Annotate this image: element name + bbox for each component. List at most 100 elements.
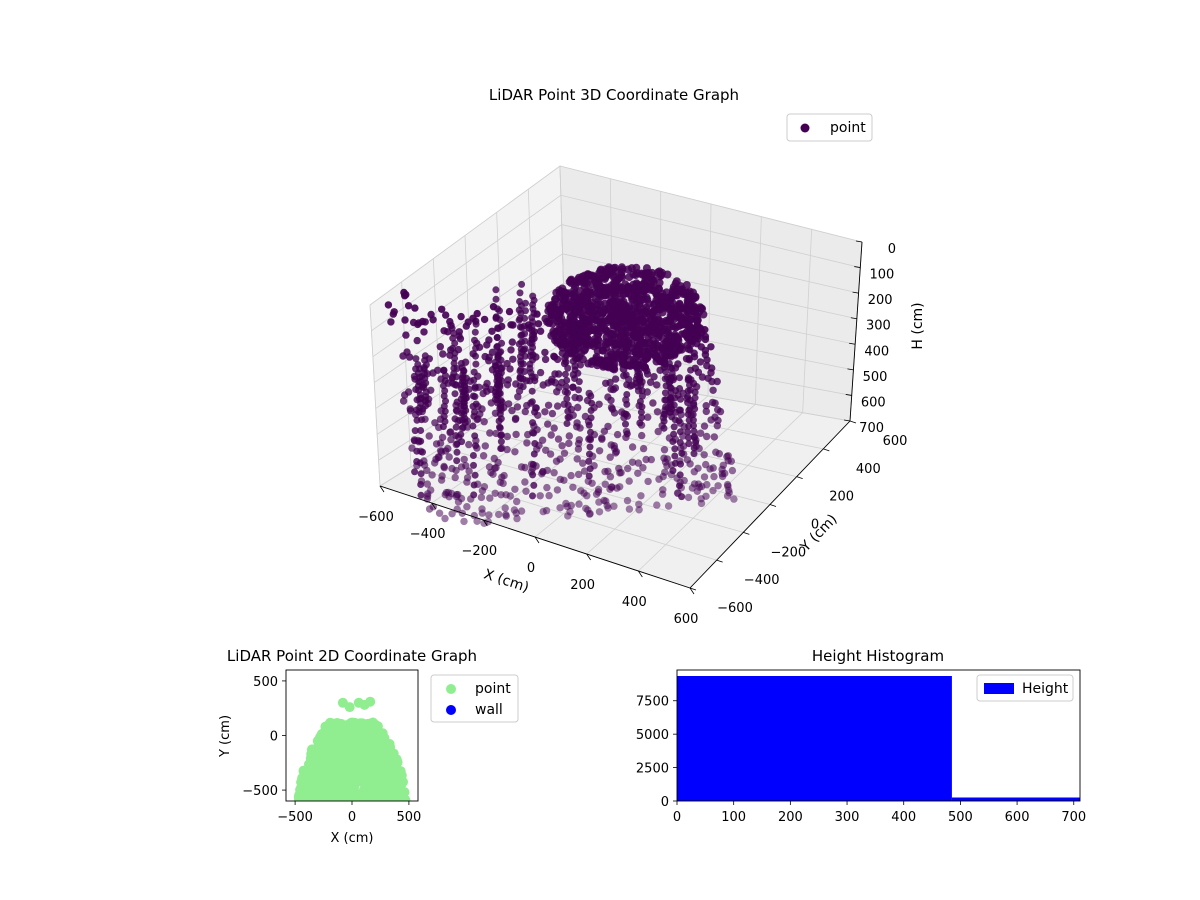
point-3d <box>498 339 506 347</box>
point-3d <box>558 442 566 450</box>
point-3d <box>633 307 642 316</box>
point-2d <box>366 768 377 779</box>
point-3d <box>694 368 703 376</box>
ticks-3d: −600−400−2000200400600−600−400−200020040… <box>358 240 907 627</box>
point-3d <box>511 448 519 456</box>
point-3d <box>638 387 646 395</box>
point-3d <box>405 353 414 361</box>
point-3d <box>644 334 652 342</box>
point-3d <box>635 500 643 508</box>
point-3d <box>596 307 603 315</box>
point-3d <box>404 388 413 396</box>
point-3d <box>661 361 669 369</box>
point-3d <box>660 424 668 432</box>
point-3d <box>494 324 502 332</box>
x-tick-label-hist: 700 <box>1061 810 1086 825</box>
point-3d <box>643 370 652 378</box>
point-3d <box>564 407 572 415</box>
point-3d <box>555 286 564 295</box>
point-3d <box>531 408 539 416</box>
point-3d <box>644 477 652 486</box>
point-3d <box>608 483 616 491</box>
point-3d <box>576 353 584 361</box>
point-3d <box>506 492 514 500</box>
x-tick-label-hist: 400 <box>891 810 916 825</box>
point-3d <box>574 470 583 479</box>
x-tick <box>379 485 385 493</box>
point-3d <box>662 346 670 354</box>
point-3d <box>411 375 419 383</box>
point-3d <box>642 354 651 362</box>
point-3d <box>707 343 715 351</box>
point-2d <box>346 752 356 763</box>
point-3d <box>654 427 662 436</box>
point-3d <box>623 430 631 438</box>
point-3d <box>478 509 486 517</box>
point-3d <box>692 334 700 342</box>
point-3d <box>604 467 612 475</box>
point-3d <box>595 330 603 338</box>
point-3d <box>702 407 710 416</box>
point-3d <box>472 360 480 368</box>
point-3d <box>667 332 675 340</box>
point-3d <box>676 439 684 446</box>
point-3d <box>569 341 577 348</box>
point-3d <box>687 316 695 324</box>
y-tick-label: 0 <box>811 518 819 533</box>
point-2d <box>331 784 342 795</box>
point-3d <box>639 292 648 301</box>
point-3d <box>453 381 460 389</box>
point-3d <box>628 443 637 451</box>
point-3d <box>503 359 511 368</box>
point-3d <box>438 433 447 442</box>
point-3d <box>481 442 489 450</box>
point-3d <box>690 444 698 452</box>
point-3d <box>561 341 569 349</box>
point-3d <box>473 309 481 318</box>
y-tick-label-2d: 500 <box>253 675 278 690</box>
point-3d <box>518 338 525 346</box>
point-3d <box>596 319 603 327</box>
point-3d <box>669 322 677 330</box>
point-2d <box>355 754 366 765</box>
point-3d <box>723 492 732 500</box>
point-3d <box>553 317 562 326</box>
point-3d <box>490 454 498 463</box>
point-3d <box>667 343 675 351</box>
point-2d <box>350 735 361 746</box>
point-3d <box>500 471 508 480</box>
point-3d <box>486 429 494 437</box>
point-2d <box>298 766 309 777</box>
y-tick-label: 400 <box>856 462 881 477</box>
histogram-ticks: 0 100 200 300 400 500 600 700 0 2500 5000 7500 <box>636 695 1086 825</box>
point-3d <box>696 358 705 366</box>
point-3d <box>653 501 661 509</box>
point-3d <box>494 399 502 407</box>
point-3d <box>661 375 669 383</box>
point-3d <box>567 471 575 480</box>
point-2d <box>357 718 368 729</box>
point-3d <box>471 328 479 336</box>
point-3d <box>586 308 594 317</box>
x-tick-label: 0 <box>527 561 535 576</box>
point-3d <box>676 385 684 392</box>
point-3d <box>507 321 515 329</box>
x-tick <box>534 536 540 544</box>
point-3d <box>562 383 570 391</box>
legend-histogram-swatch <box>984 683 1014 694</box>
point-3d <box>483 387 491 395</box>
point-3d <box>523 401 531 410</box>
point-3d <box>480 519 488 527</box>
point-3d <box>624 351 632 359</box>
point-3d <box>485 357 493 365</box>
point-3d <box>585 300 594 309</box>
point-3d <box>596 342 604 349</box>
point-3d <box>472 320 480 328</box>
point-3d <box>497 491 505 499</box>
point-3d <box>469 452 477 459</box>
point-3d <box>580 467 589 475</box>
point-3d <box>574 369 582 377</box>
point-3d <box>521 478 529 486</box>
x-tick-label: 200 <box>570 578 595 593</box>
point-3d <box>669 467 677 475</box>
